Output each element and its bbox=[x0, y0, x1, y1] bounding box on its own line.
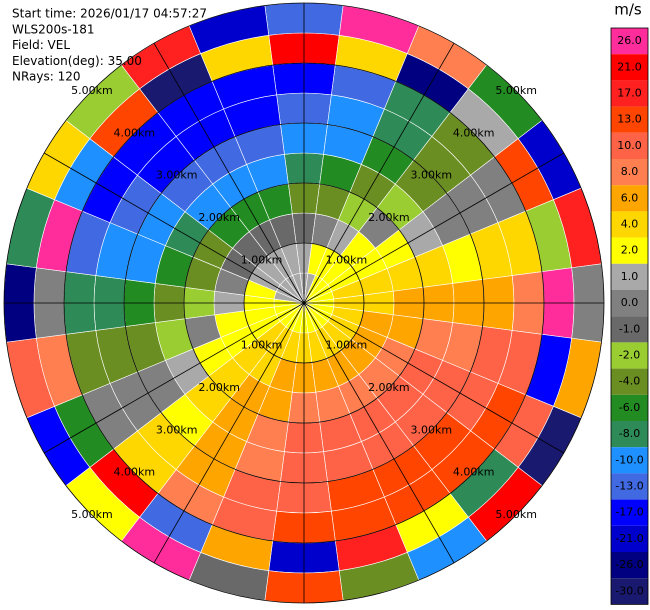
spoke bbox=[43, 152, 305, 304]
colorbar-label: 13.0 bbox=[617, 113, 642, 126]
colorbar-label: -30.0 bbox=[615, 584, 643, 597]
colorbar-cell bbox=[611, 28, 648, 55]
colorbar-label: 2.0 bbox=[621, 244, 639, 257]
header: Start time: 2026/01/17 04:57:27WLS200s-1… bbox=[12, 7, 207, 84]
header-line: Start time: 2026/01/17 04:57:27 bbox=[12, 7, 207, 21]
colorbar-cell bbox=[611, 394, 648, 421]
range-overlay: 1.00km 1.00km 1.00km 1.00km 2.00km 2.00km 2.00… bbox=[3, 2, 605, 604]
colorbar-cell bbox=[611, 80, 648, 107]
range-label: 3.00km bbox=[410, 423, 452, 436]
range-label: 3.00km bbox=[156, 169, 198, 182]
spoke bbox=[303, 152, 565, 304]
range-label: 4.00km bbox=[453, 126, 495, 139]
spoke bbox=[153, 42, 305, 304]
range-label: 3.00km bbox=[156, 423, 198, 436]
colorbar-cell bbox=[611, 525, 648, 552]
colorbar-label: -2.0 bbox=[619, 349, 640, 362]
colorbar-label: 4.0 bbox=[621, 218, 639, 231]
colorbar-label: -6.0 bbox=[619, 401, 640, 414]
range-ring bbox=[3, 2, 605, 604]
range-label: 1.00km bbox=[326, 338, 368, 351]
colorbar-cell bbox=[611, 290, 648, 317]
colorbar-label: 8.0 bbox=[621, 165, 639, 178]
colorbar-label: -13.0 bbox=[615, 480, 643, 493]
colorbar-cell bbox=[611, 368, 648, 395]
colorbar-cell bbox=[611, 263, 648, 290]
range-label: 2.00km bbox=[368, 211, 410, 224]
range-ring bbox=[243, 242, 365, 364]
colorbar-label: 26.0 bbox=[617, 34, 642, 47]
colorbar-label: 1.0 bbox=[621, 270, 639, 283]
colorbar-cell bbox=[611, 421, 648, 448]
range-label: 5.00km bbox=[71, 84, 113, 97]
radar-field bbox=[3, 2, 605, 604]
range-label: 3.00km bbox=[410, 169, 452, 182]
colorbar-cell bbox=[611, 237, 648, 264]
range-label: 1.00km bbox=[326, 254, 368, 267]
range-label: 1.00km bbox=[241, 254, 283, 267]
colorbar-label: 6.0 bbox=[621, 191, 639, 204]
colorbar-label: -26.0 bbox=[615, 558, 643, 571]
range-label: 4.00km bbox=[114, 466, 156, 479]
range-label: 5.00km bbox=[71, 508, 113, 521]
colorbar-cell bbox=[611, 159, 648, 186]
colorbar-cell bbox=[611, 316, 648, 343]
colorbar-cell bbox=[611, 132, 648, 159]
colorbar-label: 0.0 bbox=[621, 296, 639, 309]
colorbar-label: -4.0 bbox=[619, 375, 640, 388]
colorbar-label: -8.0 bbox=[619, 427, 640, 440]
range-label: 2.00km bbox=[198, 211, 240, 224]
colorbar-cell bbox=[611, 185, 648, 212]
spoke bbox=[303, 302, 455, 564]
range-ring bbox=[123, 122, 485, 484]
colorbar-cell bbox=[611, 106, 648, 133]
header-line: WLS200s-181 bbox=[12, 22, 95, 36]
colorbar-cell bbox=[611, 54, 648, 81]
colorbar-frame bbox=[610, 27, 649, 605]
colorbar-label: -1.0 bbox=[619, 322, 640, 335]
colorbar-cell bbox=[611, 211, 648, 238]
spoke bbox=[303, 42, 455, 304]
range-label: 4.00km bbox=[114, 126, 156, 139]
colorbar-label: 17.0 bbox=[617, 87, 642, 100]
spoke bbox=[153, 302, 305, 564]
colorbar-label: -10.0 bbox=[615, 453, 643, 466]
range-ring bbox=[183, 182, 425, 424]
range-label: 4.00km bbox=[453, 466, 495, 479]
colorbar-label: 10.0 bbox=[617, 139, 642, 152]
colorbar-cell bbox=[611, 473, 648, 500]
spoke bbox=[303, 302, 565, 454]
colorbar-unit: m/s bbox=[614, 1, 642, 19]
colorbar-cell bbox=[611, 499, 648, 526]
colorbar-cell bbox=[611, 447, 648, 474]
colorbar: 26.0 21.0 17.0 13.0 10.0 8.0 6.0 4.0 2.0 1.0 0.0 -1… bbox=[610, 27, 649, 605]
header-line: Elevation(deg): 35.00 bbox=[12, 54, 142, 68]
range-label: 2.00km bbox=[198, 381, 240, 394]
colorbar-label: -21.0 bbox=[615, 532, 643, 545]
spoke bbox=[43, 302, 305, 454]
range-ring bbox=[63, 62, 545, 544]
colorbar-cell bbox=[611, 578, 648, 605]
range-label: 5.00km bbox=[495, 84, 537, 97]
header-line: Field: VEL bbox=[12, 38, 70, 52]
range-label: 5.00km bbox=[495, 508, 537, 521]
colorbar-cell bbox=[611, 342, 648, 369]
range-label: 1.00km bbox=[241, 338, 283, 351]
colorbar-label: -17.0 bbox=[615, 506, 643, 519]
range-label: 2.00km bbox=[368, 381, 410, 394]
colorbar-cell bbox=[611, 552, 648, 579]
header-line: NRays: 120 bbox=[12, 70, 81, 84]
colorbar-label: 21.0 bbox=[617, 60, 642, 73]
